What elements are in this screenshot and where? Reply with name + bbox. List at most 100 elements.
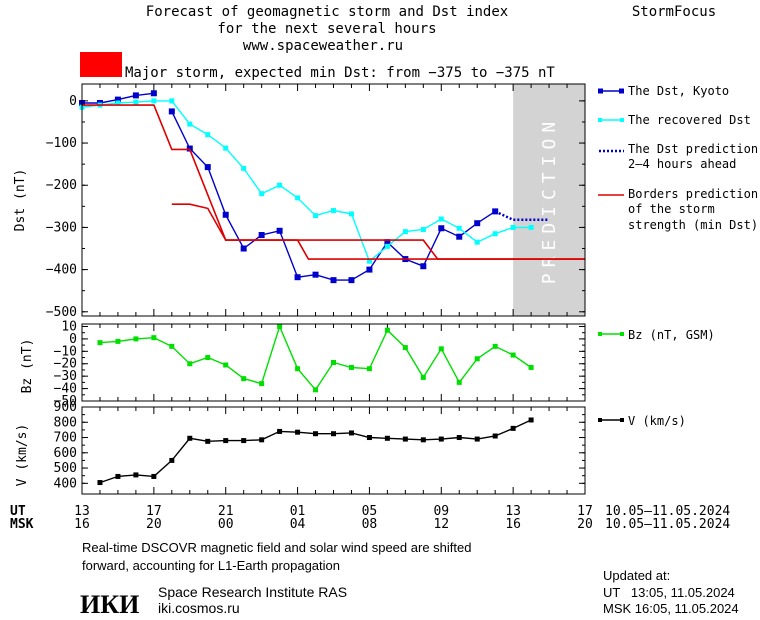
y-tick-label: −30 (54, 369, 77, 384)
prediction-label: PREDICTION (539, 116, 560, 284)
data-point-v (348, 430, 354, 436)
data-point-recovered (528, 224, 534, 230)
legend-item-dst: The Dst, Kyoto (598, 84, 729, 98)
v-plot-frame (81, 406, 586, 495)
data-point-v (402, 436, 408, 442)
dst-axis-label: Dst (nT) (13, 169, 28, 232)
institute-site[interactable]: iki.cosmos.ru (158, 600, 240, 616)
updated-label: Updated at: (603, 568, 670, 583)
data-point-recovered (456, 225, 462, 231)
legend-label-prediction-1: The Dst prediction (628, 142, 758, 156)
legend-item-bz: Bz (nT, GSM) (598, 328, 715, 342)
data-point-v (295, 429, 301, 435)
iki-logo: ИКИ (80, 590, 139, 619)
series-line-borders_1 (82, 104, 585, 260)
v-axis-label: V (km/s) (15, 424, 30, 487)
data-point-bz (528, 364, 534, 370)
data-point-v (313, 431, 319, 437)
data-point-v (133, 472, 139, 478)
y-tick-label: 0 (69, 94, 77, 109)
y-tick-label: −40 (54, 382, 77, 397)
data-point-recovered (223, 145, 229, 151)
dst-plot-frame (81, 83, 586, 317)
data-point-dst (240, 245, 247, 252)
y-tick-label: −300 (46, 220, 77, 235)
y-tick-label: 800 (54, 415, 77, 430)
data-point-bz (420, 374, 426, 380)
series-line-prediction (494, 210, 550, 222)
legend-item-recovered: The recovered Dst (598, 113, 751, 127)
storm-level-label: Major storm, expected min Dst: from −375… (125, 65, 555, 81)
data-point-dst (222, 211, 229, 218)
legend-label-prediction-2: 2–4 hours ahead (628, 157, 736, 171)
data-point-v (438, 436, 444, 442)
data-point-v (241, 438, 247, 444)
legend-label-bz: Bz (nT, GSM) (628, 328, 715, 342)
data-point-recovered (169, 98, 175, 104)
data-point-dst (186, 145, 193, 152)
bz-axis-label: Bz (nT) (20, 339, 35, 394)
date-range-msk: 10.05–11.05.2024 (605, 517, 730, 532)
data-point-dst (276, 227, 283, 234)
data-point-bz (366, 366, 372, 372)
data-point-v (259, 437, 265, 443)
bz-plot-frame (81, 323, 586, 402)
y-tick-label: −500 (46, 305, 77, 320)
data-point-recovered (366, 258, 372, 264)
data-point-bz (295, 366, 301, 372)
data-point-dst (438, 225, 445, 232)
legend: The Dst, Kyoto The recovered Dst The Dst… (598, 84, 758, 428)
legend-label-borders-2: of the storm (628, 202, 715, 216)
data-point-v (456, 435, 462, 441)
msk-tick-label: 00 (218, 517, 234, 532)
data-point-v (420, 437, 426, 443)
data-point-v (510, 425, 516, 431)
legend-item-prediction: The Dst prediction 2–4 hours ahead (599, 142, 758, 171)
data-point-v (492, 433, 498, 439)
legend-label-borders-3: strength (min Dst) (628, 218, 758, 232)
data-point-recovered (438, 216, 444, 222)
y-tick-label: −200 (46, 178, 77, 193)
data-point-recovered (384, 243, 390, 249)
legend-item-borders: Borders prediction of the storm strength… (598, 187, 758, 232)
legend-label-v: V (km/s) (628, 414, 686, 428)
data-point-v (384, 435, 390, 441)
bz-panel: 100−10−20−30−40−50 Bz (nT) (20, 319, 586, 409)
ut-tick-label: 13 (74, 504, 90, 519)
data-point-bz (474, 356, 480, 362)
ut-tick-label: 05 (362, 504, 378, 519)
y-tick-label: 10 (61, 319, 77, 334)
chart-title-line-1: Forecast of geomagnetic storm and Dst in… (146, 4, 508, 20)
data-point-recovered (151, 98, 157, 104)
data-point-v (474, 436, 480, 442)
data-point-dst (168, 108, 175, 115)
data-point-bz (348, 364, 354, 370)
data-point-recovered (277, 182, 283, 188)
data-point-bz (241, 376, 247, 382)
series-line-borders_2 (171, 203, 585, 260)
prediction-band (513, 84, 585, 316)
data-point-bz (331, 360, 336, 365)
data-point-v (331, 431, 336, 437)
data-point-recovered (474, 239, 480, 245)
data-point-recovered (348, 211, 354, 217)
data-point-dst (114, 96, 121, 103)
data-point-dst (132, 92, 139, 99)
data-point-recovered (133, 99, 139, 105)
data-point-v (277, 428, 283, 434)
series-line-v (99, 419, 532, 484)
updated-msk: MSK 16:05, 11.05.2024 (603, 601, 739, 616)
data-point-dst (330, 277, 337, 284)
msk-tick-label: 20 (577, 517, 593, 532)
site-url[interactable]: www.spaceweather.ru (243, 38, 403, 54)
data-point-bz (313, 387, 319, 393)
y-tick-label: −50 (54, 394, 77, 409)
data-point-bz (223, 362, 229, 368)
series-line-bz (99, 324, 532, 391)
y-tick-label: 700 (54, 431, 77, 446)
legend-label-dst: The Dst, Kyoto (628, 84, 729, 98)
ut-tick-label: 13 (505, 504, 521, 519)
data-point-bz (97, 340, 103, 346)
data-point-dst (456, 233, 463, 240)
